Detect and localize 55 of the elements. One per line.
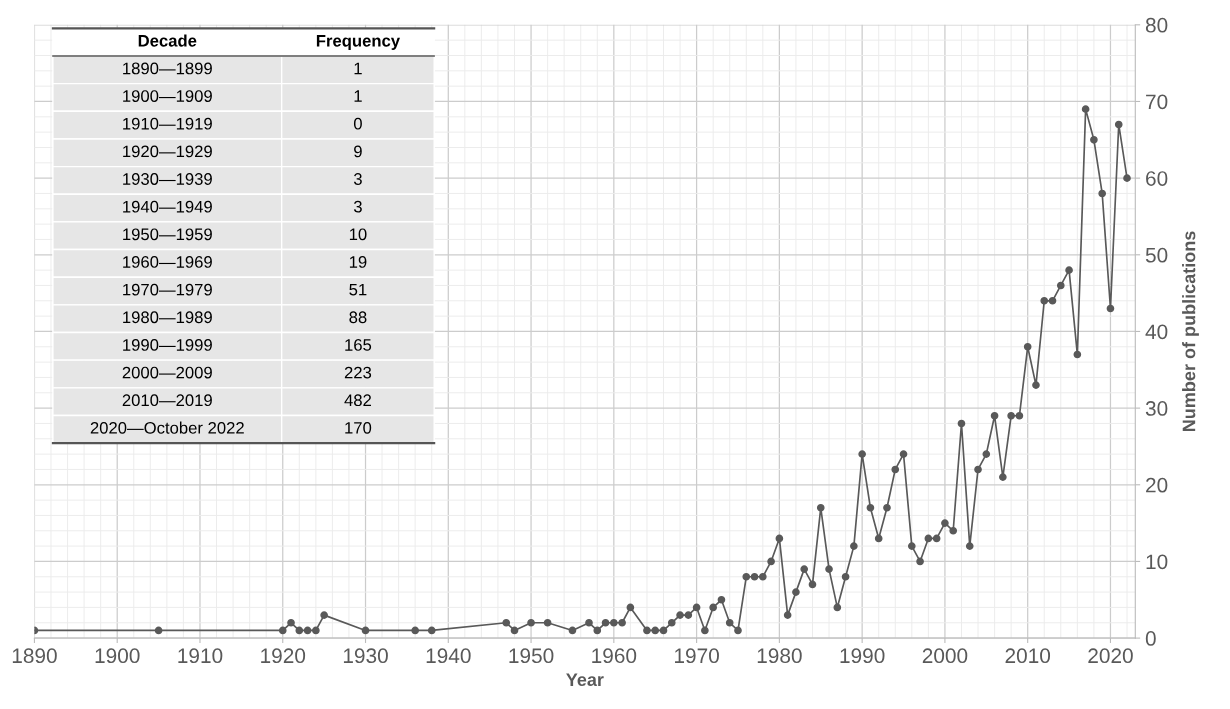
- data-label: 3: [353, 200, 362, 213]
- x-tick-label: 2010: [1005, 648, 1051, 664]
- x-tick-label: 1920: [261, 648, 306, 664]
- y-tick-label: 50: [1145, 247, 1168, 263]
- x-tick-label: 1980: [757, 648, 802, 664]
- category-label: 2020—October 2022: [90, 421, 244, 434]
- x-tick-label: 1950: [509, 648, 554, 664]
- data-label: 51: [349, 283, 367, 296]
- data-label: 0: [353, 117, 362, 130]
- category-label: 2000—2009: [122, 366, 212, 379]
- x-tick-label: 1910: [178, 648, 223, 664]
- x-tick-label: 1890: [12, 648, 57, 664]
- text: Frequency: [316, 35, 400, 50]
- y-tick-label: 60: [1146, 171, 1168, 186]
- y-tick-label: 30: [1145, 401, 1168, 416]
- x-tick-label: 1970: [675, 648, 719, 664]
- y-tick-label: 80: [1145, 17, 1168, 33]
- data-label: 170: [345, 421, 372, 434]
- category-label: 1940—1949: [123, 200, 212, 213]
- x-tick-label: 2000: [922, 648, 968, 664]
- category-label: 1960—1969: [123, 256, 212, 268]
- category-label: 1920—1929: [123, 145, 212, 158]
- category-label: 1950—1959: [123, 228, 212, 241]
- data-label: 482: [344, 394, 371, 407]
- y-tick-label: 40: [1145, 324, 1168, 340]
- text: Decade: [138, 34, 197, 47]
- category-label: 1910—1919: [123, 117, 212, 130]
- x-tick-label: 1990: [840, 648, 885, 664]
- data-label: 10: [349, 228, 367, 241]
- y-tick-label: 10: [1146, 554, 1168, 570]
- y-tick-label: 0: [1145, 631, 1156, 646]
- x-tick-label: 1900: [95, 648, 140, 664]
- category-label: 1930—1939: [123, 173, 212, 185]
- x-tick-label: 1930: [343, 648, 388, 664]
- y-axis-title: Number of publications: [1182, 231, 1199, 432]
- data-label: 1: [354, 90, 362, 102]
- data-label: 1: [354, 62, 362, 75]
- y-tick-label: 70: [1146, 94, 1168, 110]
- data-label: 19: [349, 256, 367, 268]
- y-tick-label: 20: [1146, 477, 1168, 493]
- x-tick-label: 1940: [426, 648, 471, 664]
- category-label: 1980—1989: [123, 311, 212, 324]
- x-tick-label: 2020: [1088, 648, 1133, 664]
- category-label: 1900—1909: [123, 90, 212, 102]
- data-label: 88: [349, 311, 367, 324]
- category-label: 1990—1999: [123, 339, 212, 351]
- data-label: 223: [344, 366, 372, 379]
- data-label: 9: [354, 145, 362, 158]
- x-axis-title: Year: [566, 673, 604, 687]
- category-label: 1890—1899: [123, 62, 212, 75]
- category-label: 1970—1979: [123, 283, 212, 296]
- x-tick-label: 1960: [592, 648, 637, 664]
- data-label: 3: [353, 173, 362, 185]
- data-label: 165: [345, 339, 372, 351]
- category-label: 2010—2019: [122, 394, 212, 407]
